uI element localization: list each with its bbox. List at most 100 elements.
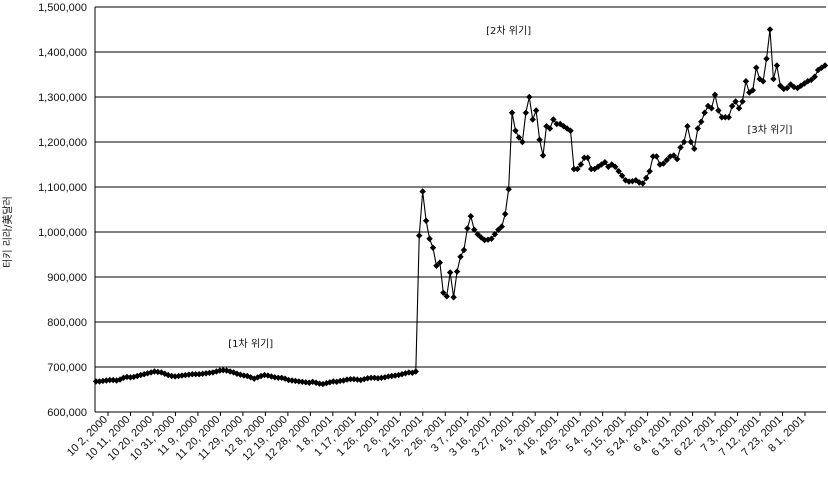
data-point — [508, 109, 516, 116]
data-point — [677, 144, 684, 151]
data-point — [412, 368, 419, 375]
data-point — [532, 107, 540, 114]
data-point — [711, 91, 719, 98]
data-point — [522, 109, 530, 116]
y-tick-label: 1,100,000 — [38, 182, 87, 194]
data-point — [797, 82, 805, 89]
data-point — [808, 76, 815, 84]
data-point — [450, 294, 457, 301]
data-point — [584, 154, 591, 161]
data-point — [821, 62, 828, 69]
data-point — [192, 371, 199, 378]
data-point — [656, 161, 664, 168]
data-point — [694, 125, 701, 132]
data-point — [773, 62, 781, 69]
data-point — [636, 179, 643, 186]
data-point — [787, 81, 794, 88]
data-point — [216, 367, 223, 374]
data-point — [735, 105, 743, 112]
data-point — [777, 82, 784, 89]
data-point — [557, 120, 564, 128]
data-point — [168, 372, 175, 380]
data-point — [99, 377, 107, 385]
data-point — [708, 105, 715, 112]
data-point — [670, 152, 677, 159]
data-point — [426, 235, 433, 242]
data-point — [491, 231, 499, 238]
data-point — [770, 75, 777, 83]
data-point — [347, 375, 354, 383]
series-markers — [92, 26, 828, 388]
data-point — [567, 127, 574, 134]
data-point — [749, 87, 756, 94]
data-point — [92, 378, 100, 385]
data-point — [698, 118, 705, 125]
series-polyline — [96, 29, 826, 385]
data-point — [416, 232, 423, 239]
data-point — [680, 138, 688, 146]
annotation-label: [1차 위기] — [228, 337, 273, 350]
data-point — [746, 89, 753, 96]
data-point — [759, 78, 767, 85]
data-point — [495, 226, 502, 233]
series-line — [96, 29, 826, 385]
data-point — [113, 377, 120, 384]
data-point — [615, 168, 622, 175]
y-tick-label: 700,000 — [47, 362, 87, 374]
data-point — [474, 231, 481, 238]
data-point — [722, 114, 729, 121]
data-point — [543, 123, 550, 130]
data-point — [646, 168, 653, 175]
data-point — [429, 244, 437, 251]
data-point — [794, 84, 801, 92]
data-point — [587, 165, 595, 173]
y-tick-label: 800,000 — [47, 317, 87, 329]
data-point — [728, 102, 736, 110]
data-point — [742, 78, 750, 85]
data-point — [275, 374, 282, 381]
data-point — [488, 235, 495, 242]
data-point — [443, 293, 450, 300]
data-point — [653, 153, 660, 160]
data-point — [505, 186, 512, 193]
data-point — [574, 165, 581, 173]
data-point — [199, 370, 206, 377]
data-point — [460, 246, 468, 254]
data-point — [440, 289, 447, 296]
data-point — [189, 371, 196, 378]
y-tick-label: 1,200,000 — [38, 137, 87, 149]
data-point — [783, 84, 791, 92]
data-point — [642, 174, 650, 182]
data-point — [663, 156, 671, 164]
data-point — [660, 160, 667, 167]
data-point — [553, 120, 560, 128]
data-point — [419, 188, 426, 195]
data-point — [570, 165, 578, 173]
data-point — [687, 138, 695, 146]
data-point — [546, 125, 554, 132]
data-point — [811, 73, 818, 80]
y-axis-title: 터키 리라/美달러 — [1, 196, 14, 268]
data-point — [457, 253, 464, 260]
data-point — [446, 269, 454, 276]
data-point — [605, 163, 612, 170]
data-point — [436, 259, 444, 266]
data-point — [814, 66, 822, 74]
data-point — [739, 98, 746, 105]
data-point — [453, 268, 461, 275]
data-point — [804, 78, 812, 85]
data-point — [529, 116, 536, 123]
data-point — [725, 114, 732, 121]
annotation-label: [2차 위기] — [486, 24, 531, 37]
data-point — [756, 75, 763, 83]
data-point — [471, 226, 478, 233]
data-point — [367, 374, 375, 381]
data-point — [539, 152, 547, 159]
data-point — [151, 368, 158, 375]
data-point — [433, 262, 440, 269]
data-point — [467, 213, 475, 220]
data-point — [226, 368, 234, 375]
data-point — [581, 154, 588, 161]
